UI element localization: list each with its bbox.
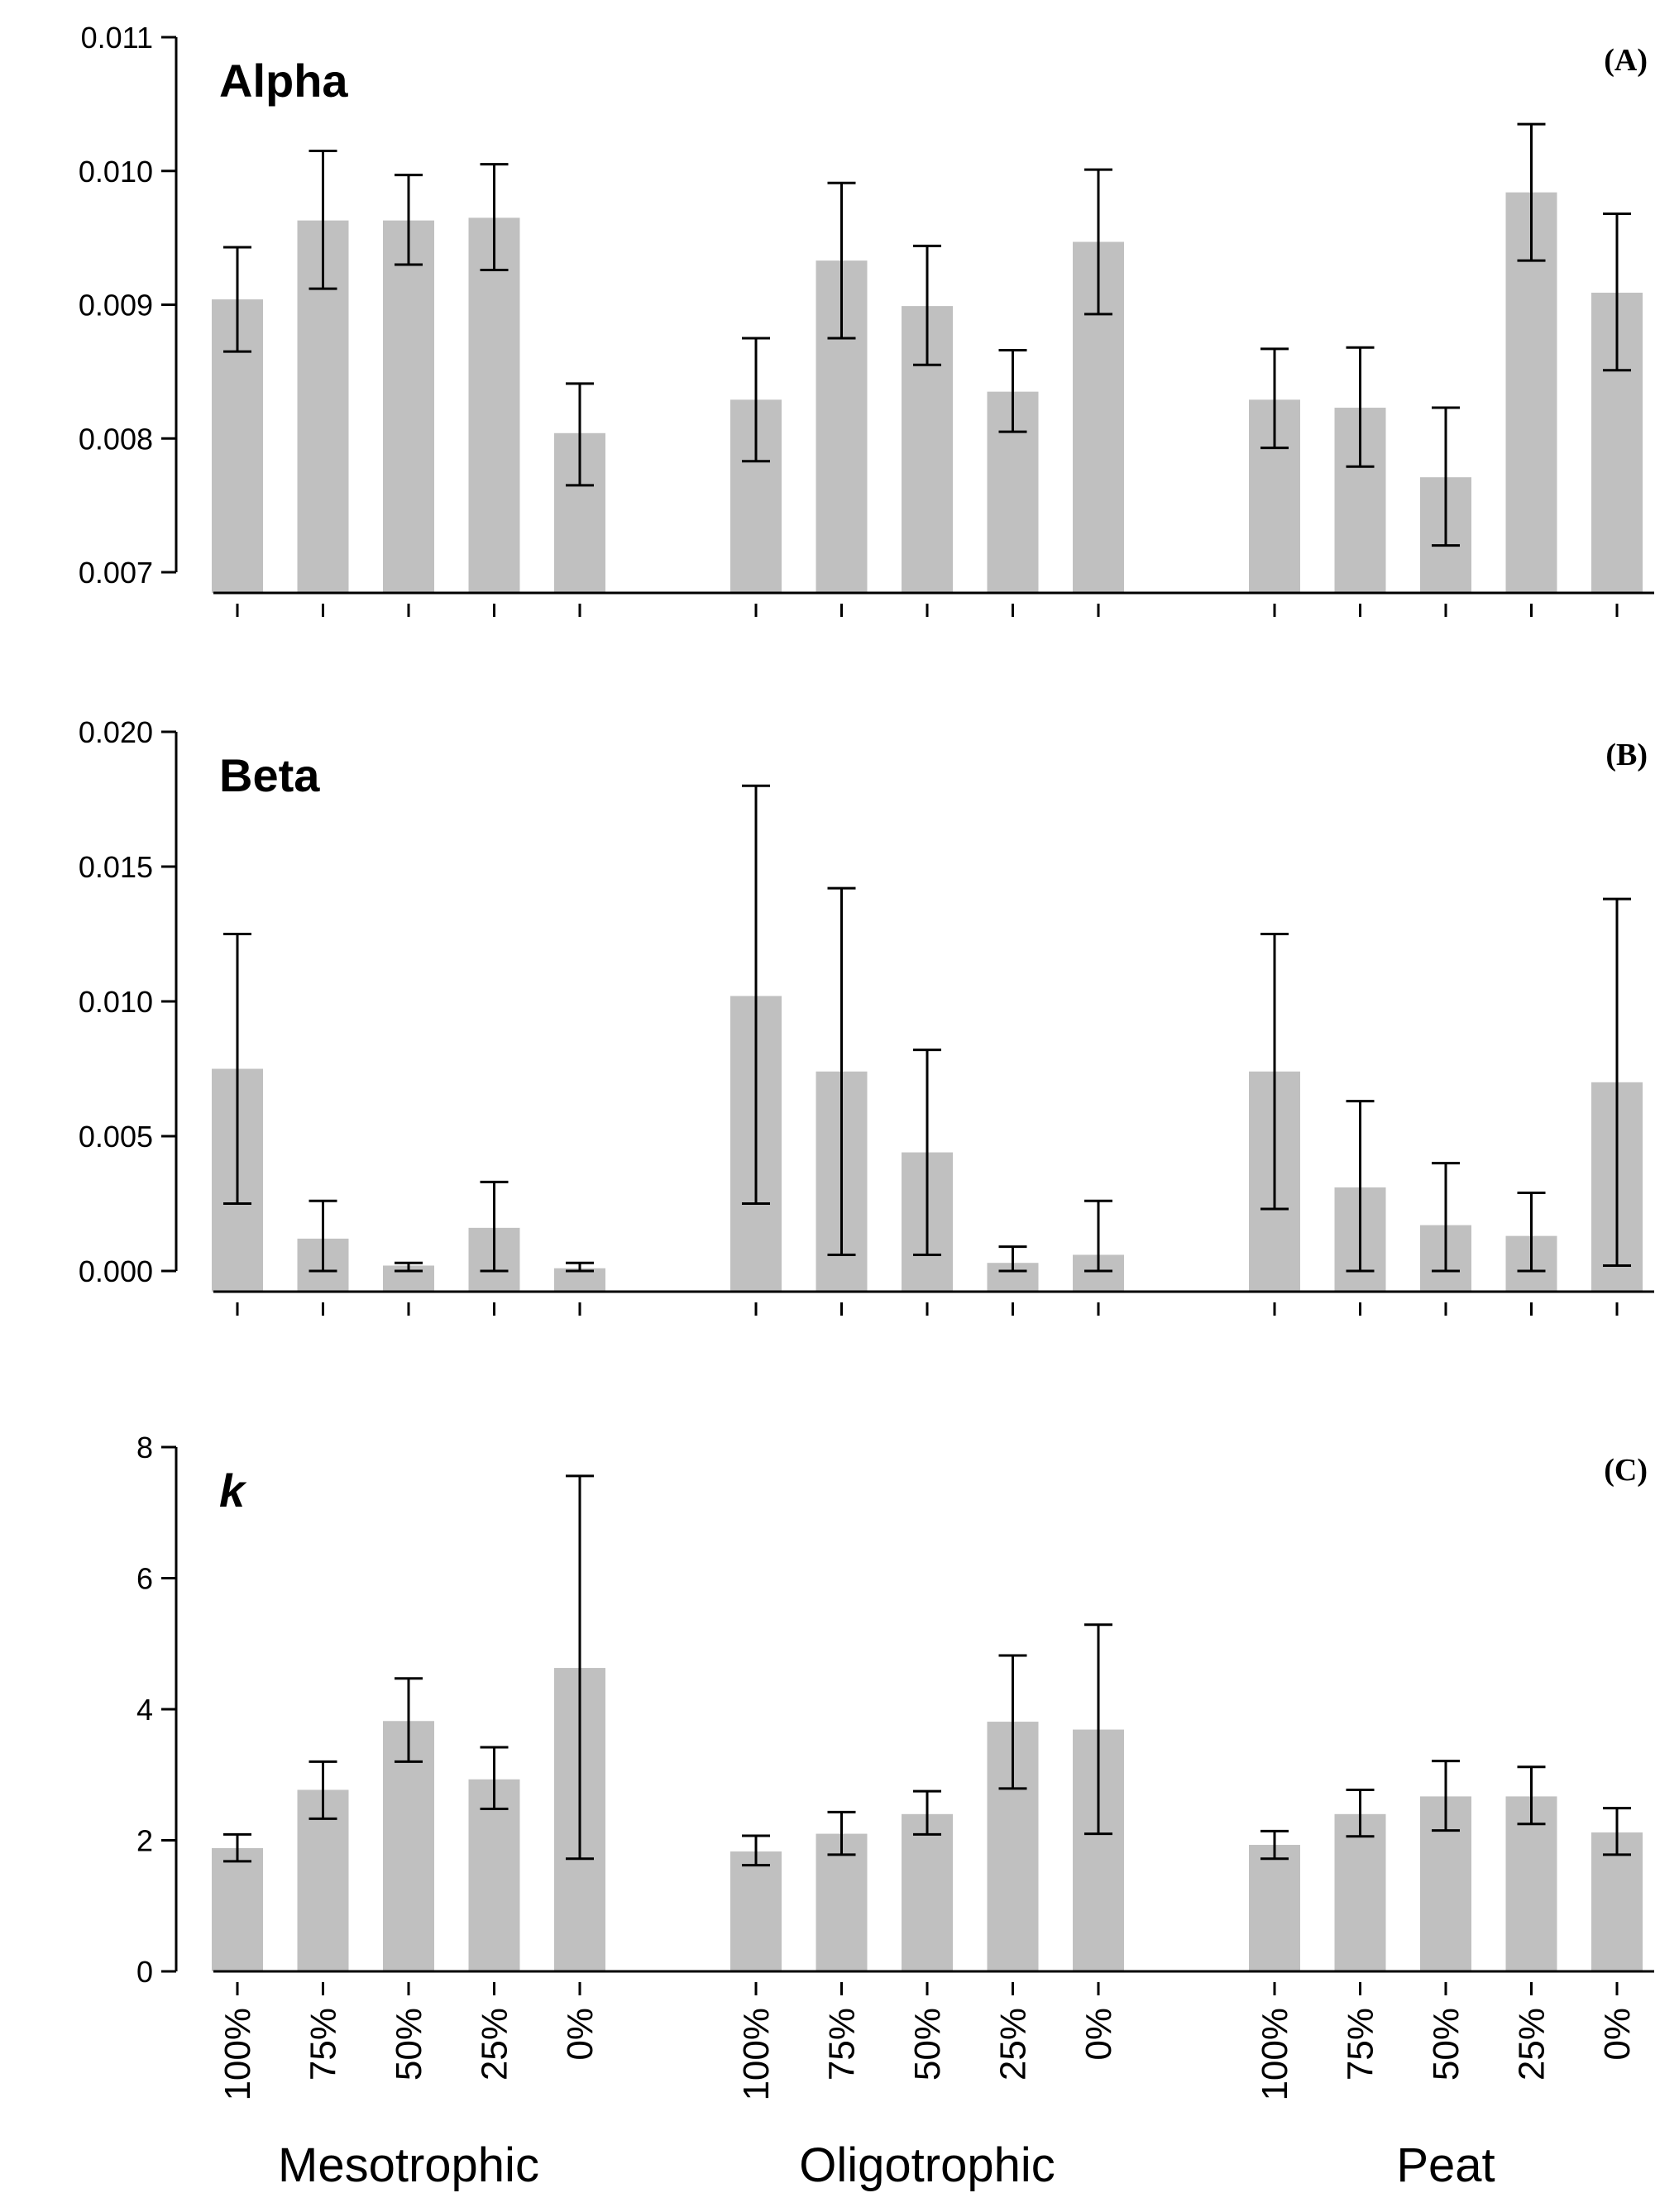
bar <box>1334 1813 1386 1971</box>
x-category-label: 75% <box>1341 2008 1381 2081</box>
panel-title: k <box>219 1464 247 1517</box>
y-tick-label: 6 <box>136 1562 153 1596</box>
x-category-label: 100% <box>736 2008 777 2101</box>
y-tick-label: 0.000 <box>79 1254 153 1288</box>
y-tick-label: 0.015 <box>79 850 153 884</box>
bar <box>1249 1845 1300 1971</box>
y-tick-label: 0.010 <box>79 985 153 1019</box>
y-tick-label: 0.008 <box>79 422 153 456</box>
y-tick-label: 0.011 <box>81 21 153 55</box>
panel-k: 0 2 4 6 8 k (C) <box>136 1431 1654 1995</box>
x-category-label: 50% <box>907 2008 948 2081</box>
y-tick-label: 0.009 <box>79 289 153 322</box>
panel-tag: (B) <box>1605 738 1648 772</box>
bar <box>1505 1796 1557 1971</box>
bar <box>902 1813 953 1971</box>
panel-title: Beta <box>219 749 320 801</box>
y-tick-label: 2 <box>136 1824 153 1858</box>
x-category-label: 100% <box>218 2008 258 2101</box>
x-category-label: 0% <box>1597 2008 1638 2061</box>
y-tick-label: 0.010 <box>79 155 153 189</box>
x-category-label: 75% <box>304 2008 344 2081</box>
bar <box>297 1789 349 1971</box>
x-category-label: 0% <box>1079 2008 1119 2061</box>
group-label: Oligotrophic <box>799 2138 1055 2192</box>
x-category-label: 75% <box>822 2008 863 2081</box>
bar <box>730 1851 782 1971</box>
y-tick-label: 0 <box>136 1955 153 1989</box>
y-tick-label: 0.020 <box>79 715 153 749</box>
x-category-label: 0% <box>560 2008 600 2061</box>
y-tick-label: 0.005 <box>79 1120 153 1154</box>
panel-title: Alpha <box>219 55 348 107</box>
bar <box>383 220 434 593</box>
x-category-label: 25% <box>475 2008 515 2081</box>
x-category-label: 25% <box>1512 2008 1552 2081</box>
x-category-label: 50% <box>1426 2008 1466 2081</box>
panel-tag: (C) <box>1604 1453 1648 1488</box>
x-category-label: 25% <box>993 2008 1034 2081</box>
panel-alpha: 0.007 0.008 0.009 0.010 0.011 Alpha (A) <box>79 21 1654 617</box>
panel-beta: 0.000 0.005 0.010 0.015 0.020 Beta (B) <box>79 715 1654 1316</box>
bar <box>468 217 520 593</box>
group-label: Mesotrophic <box>278 2138 539 2192</box>
panel-tag: (A) <box>1604 43 1648 78</box>
group-label: Peat <box>1396 2138 1495 2192</box>
y-tick-label: 8 <box>136 1431 153 1464</box>
bar <box>212 1848 263 1971</box>
bar <box>468 1779 520 1971</box>
bar <box>816 1833 868 1971</box>
x-axis-labels: 100% 75% 50% 25% 0% Mesotrophic 100% 75% 50% 25% 0… <box>218 2008 1638 2192</box>
y-tick-label: 4 <box>136 1693 153 1727</box>
y-tick-label: 0.007 <box>79 556 153 590</box>
x-category-label: 50% <box>389 2008 429 2081</box>
x-category-label: 100% <box>1255 2008 1295 2101</box>
